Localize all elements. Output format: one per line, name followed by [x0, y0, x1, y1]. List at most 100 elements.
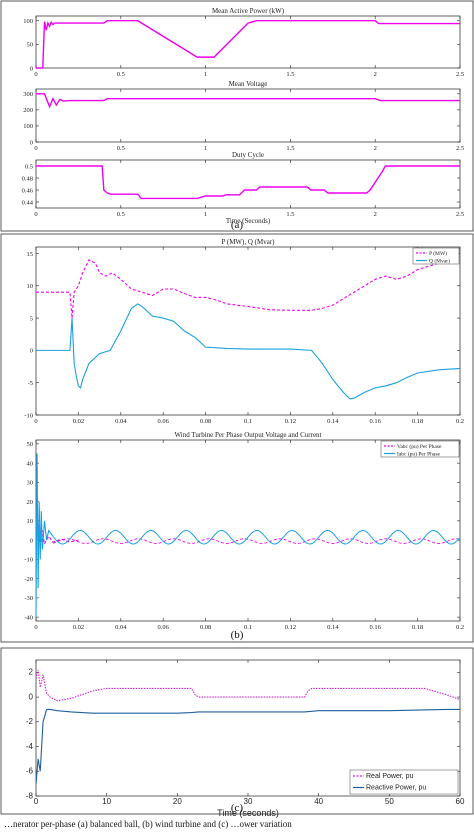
y-tick-label: 10 — [27, 283, 34, 290]
x-tick-label: 60 — [456, 797, 465, 806]
x-tick-label: 0.08 — [200, 418, 211, 425]
y-tick-label: 15 — [27, 251, 34, 258]
legend-label: P (MW) — [429, 250, 447, 257]
x-tick-label: 1.5 — [286, 211, 294, 218]
x-tick-label: 0.2 — [456, 418, 464, 425]
x-tick-label: 0.16 — [370, 624, 382, 631]
x-tick-label: 0 — [34, 418, 37, 425]
x-tick-label: 0.5 — [117, 145, 125, 152]
legend-box-4 — [380, 440, 460, 458]
y-tick-label: 0.5 — [25, 163, 33, 170]
legend-label: Vabc (pu) Per Phase — [397, 443, 442, 450]
x-tick-label: 0.12 — [285, 624, 296, 631]
y-tick-label: 0 — [30, 139, 33, 146]
y-tick-label: 0 — [30, 65, 33, 72]
x-tick-label: 0.02 — [73, 418, 84, 425]
y-tick-label: 2 — [29, 668, 34, 677]
panel-b-frame — [0, 233, 474, 643]
y-tick-label: 50 — [27, 42, 34, 49]
y-tick-label: 5 — [30, 315, 33, 322]
legend-label: Iabc (pu) Per Phase — [397, 451, 440, 458]
series-line-2-0 — [36, 165, 460, 200]
plot-area-0 — [35, 15, 461, 69]
y-tick-label: 0.46 — [22, 187, 34, 194]
chart-title: Mean Active Power (kW) — [212, 7, 285, 15]
x-tick-label: 0.08 — [200, 624, 211, 631]
y-tick-label: -20 — [24, 576, 33, 583]
y-tick-label: 300 — [23, 91, 33, 98]
caption-c: (c) — [231, 802, 244, 814]
voltage-steady-line — [52, 538, 460, 544]
x-axis-label: Time (Seconds) — [226, 217, 271, 225]
x-tick-label: 0 — [34, 145, 37, 152]
figure-footer: …nerator per-phase (a) balanced ball, (b… — [4, 819, 292, 829]
x-tick-label: 0 — [34, 624, 37, 631]
x-tick-label: 50 — [385, 797, 394, 806]
caption-a: (a) — [231, 219, 244, 231]
panel-a-frame — [0, 0, 474, 232]
x-tick-label: 10 — [102, 797, 111, 806]
legend-box-5 — [349, 769, 459, 795]
plot-area-1 — [35, 88, 461, 143]
x-tick-label: 0.18 — [412, 418, 423, 425]
x-tick-label: 0.02 — [73, 624, 84, 631]
x-tick-label: 2 — [374, 71, 377, 78]
y-tick-label: 0.48 — [22, 175, 33, 182]
plot-area-3 — [35, 246, 461, 416]
legend-label: Q (Mvar) — [429, 258, 450, 265]
x-tick-label: 1 — [204, 211, 207, 218]
chart-title: Wind Turbine Per Phase Output Voltage an… — [174, 431, 321, 439]
x-tick-label: 20 — [173, 797, 182, 806]
y-tick-label: 0 — [30, 537, 33, 544]
y-tick-label: -2 — [26, 717, 34, 726]
series-line-0-0 — [36, 20, 460, 69]
x-tick-label: 2.5 — [456, 145, 464, 152]
x-tick-label: 30 — [244, 797, 253, 806]
chart-title: Duty Cycle — [232, 151, 264, 159]
y-tick-label: 0 — [29, 692, 34, 701]
x-tick-label: 1 — [204, 71, 207, 78]
legend-label: Real Power, pu — [366, 773, 414, 780]
series-line-3-0 — [36, 259, 461, 319]
y-tick-label: -8 — [26, 791, 34, 800]
y-tick-label: -30 — [24, 595, 33, 602]
panel-c-frame — [0, 647, 474, 815]
legend-label: Reactive Power, pu — [366, 785, 426, 792]
x-tick-label: 0.04 — [115, 418, 127, 425]
current-steady-line — [52, 529, 460, 545]
y-tick-label: 40 — [27, 460, 34, 467]
y-tick-label: -4 — [26, 742, 34, 751]
x-tick-label: 2 — [374, 145, 377, 152]
x-tick-label: 1.5 — [286, 145, 294, 152]
y-tick-label: 10 — [27, 518, 34, 525]
series-line-5-1 — [35, 708, 460, 784]
x-tick-label: 0 — [34, 797, 39, 806]
y-tick-label: -6 — [26, 767, 34, 776]
x-tick-label: 40 — [314, 797, 323, 806]
x-tick-label: 0.1 — [244, 418, 252, 425]
chart-title: Mean Voltage — [229, 80, 268, 88]
series-line-1-0 — [36, 93, 460, 109]
x-tick-label: 0.14 — [327, 624, 339, 631]
x-tick-label: 0.18 — [412, 624, 423, 631]
plot-area-2 — [35, 159, 461, 209]
y-tick-label: -10 — [24, 557, 33, 564]
plot-area-4 — [35, 439, 461, 622]
x-tick-label: 0 — [34, 211, 37, 218]
x-tick-label: 0 — [34, 71, 37, 78]
y-tick-label: 0.44 — [22, 199, 34, 206]
x-tick-label: 0.5 — [117, 211, 125, 218]
x-tick-label: 0.1 — [244, 624, 252, 631]
x-tick-label: 2 — [374, 211, 377, 218]
y-tick-label: -10 — [24, 412, 33, 419]
x-tick-label: 0.5 — [117, 71, 125, 78]
x-tick-label: 0.12 — [285, 418, 296, 425]
x-tick-label: 1 — [204, 145, 207, 152]
x-tick-label: 0.2 — [456, 624, 464, 631]
x-tick-label: 0.16 — [370, 418, 382, 425]
chart-title: P (MW), Q (Mvar) — [221, 238, 275, 246]
y-tick-label: 30 — [27, 480, 34, 487]
caption-b: (b) — [231, 629, 244, 641]
y-tick-label: 20 — [27, 499, 34, 506]
